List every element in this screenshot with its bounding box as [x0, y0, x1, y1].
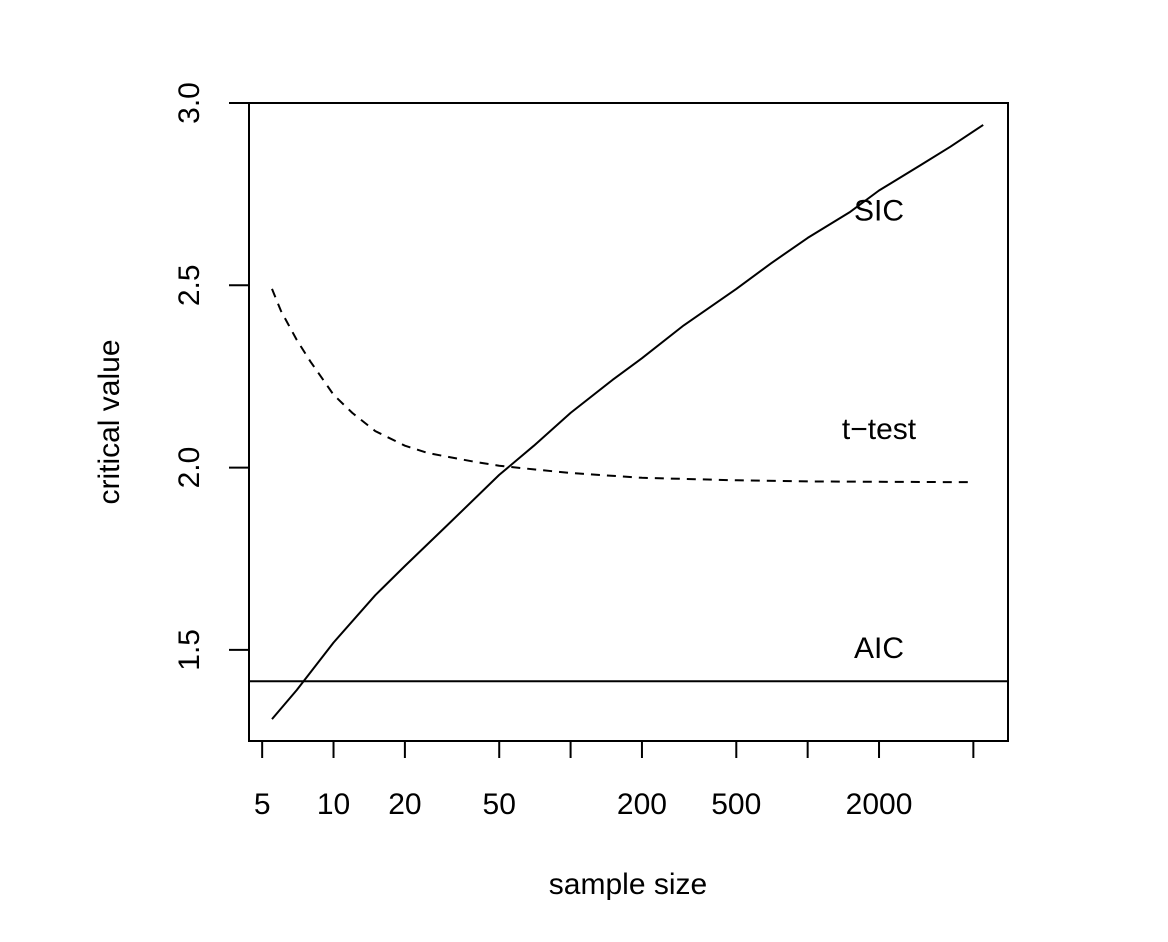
x-tick-label: 200 — [617, 788, 667, 821]
y-tick-label: 1.5 — [173, 629, 206, 671]
curve-label-sic: SIC — [854, 194, 904, 227]
series-line-sic — [271, 124, 984, 720]
series-line-t-test — [271, 288, 974, 484]
x-tick-label: 50 — [483, 788, 516, 821]
y-tick-label: 2.5 — [173, 264, 206, 306]
y-axis: 1.5 2.0 2.5 3.0 — [173, 82, 249, 671]
x-tick-label: 2000 — [846, 788, 913, 821]
plot-frame — [248, 102, 1009, 742]
y-axis-label: critical value — [93, 339, 126, 504]
y-tick-label: 3.0 — [173, 82, 206, 124]
annotation-layer: SIC t−test AIC — [842, 194, 917, 664]
x-tick-label: 20 — [388, 788, 421, 821]
series-layer — [249, 124, 1008, 720]
y-tick-label: 2.0 — [173, 447, 206, 489]
curve-label-t-test: t−test — [842, 413, 917, 446]
curve-label-aic: AIC — [854, 632, 904, 665]
x-tick-label: 5 — [254, 788, 271, 821]
x-tick-label: 500 — [711, 788, 761, 821]
x-tick-label: 10 — [317, 788, 350, 821]
x-axis-label: sample size — [549, 868, 707, 901]
x-axis: 5 10 20 50 200 500 2000 — [254, 741, 975, 821]
